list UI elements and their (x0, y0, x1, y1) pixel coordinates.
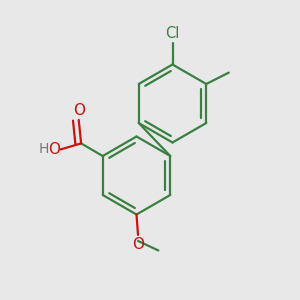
Text: O: O (73, 103, 85, 118)
Text: H: H (39, 142, 49, 156)
Text: Cl: Cl (165, 26, 180, 41)
Text: O: O (132, 237, 144, 252)
Text: O: O (48, 142, 60, 157)
